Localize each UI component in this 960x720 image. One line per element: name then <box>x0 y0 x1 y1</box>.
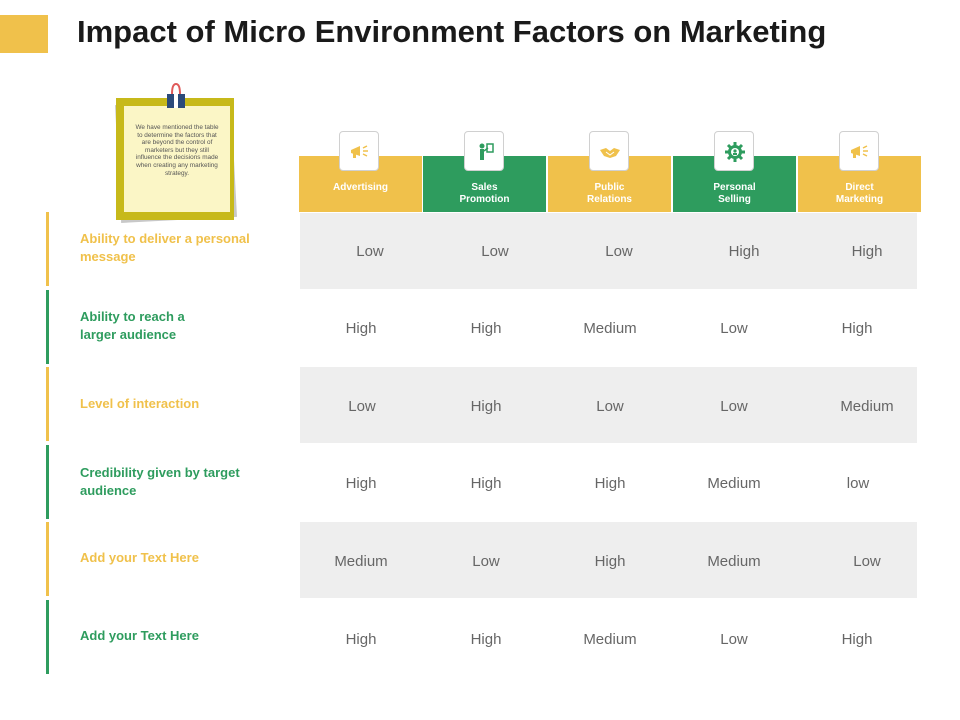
table-cell: Medium <box>583 631 637 648</box>
column-label-line2: Selling <box>718 194 751 205</box>
table-cell: Low <box>605 243 633 260</box>
row-accent-bar <box>46 212 49 286</box>
table-cell: Low <box>720 320 748 337</box>
row-label-line2: message <box>80 249 136 264</box>
row-label-text-2: Add your Text Here <box>46 600 286 674</box>
column-label-line1: Sales <box>471 182 498 193</box>
table-cell: Low <box>596 398 624 415</box>
column-label-line1: Direct <box>845 182 874 193</box>
table-cell: Low <box>356 243 384 260</box>
table-cell: Medium <box>707 475 761 492</box>
row-label-line1: Level of interaction <box>80 396 200 411</box>
table-cell: High <box>470 398 502 415</box>
table-cell: High <box>470 631 502 648</box>
row-accent-bar <box>46 600 49 674</box>
binder-clip-icon <box>167 82 185 108</box>
title-accent-bar <box>0 15 48 53</box>
table-row: Low High Low Low Medium <box>300 367 917 443</box>
table-cell: Medium <box>334 553 388 570</box>
note-text: We have mentioned the table to determine… <box>135 124 219 177</box>
row-label-line1: Ability to reach a <box>80 309 185 324</box>
row-label-line2: audience <box>80 483 137 498</box>
table-cell: High <box>594 553 626 570</box>
page-title: Impact of Micro Environment Factors on M… <box>77 14 827 49</box>
table-cell: High <box>728 243 760 260</box>
table-cell: High <box>594 475 626 492</box>
row-label-line1: Ability to deliver a personal <box>80 231 250 246</box>
table-cell: High <box>345 631 377 648</box>
note-paper <box>124 106 230 212</box>
table-cell: High <box>841 320 873 337</box>
gear-person-icon <box>714 131 754 171</box>
table-cell: High <box>841 631 873 648</box>
column-label-line1: Advertising <box>332 182 388 193</box>
column-label-line1: Personal <box>713 182 756 193</box>
row-label-interaction: Level of interaction <box>46 367 286 441</box>
sticky-note: We have mentioned the table to determine… <box>112 82 238 224</box>
table-cell: Low <box>472 553 500 570</box>
row-label-line1: Credibility given by target <box>80 465 240 480</box>
row-label-line1: Add your Text Here <box>80 628 199 643</box>
table-cell: High <box>470 475 502 492</box>
table-cell: Medium <box>840 398 894 415</box>
table-row: High High Medium Low High <box>300 290 917 366</box>
table-row: Low Low Low High High <box>300 213 917 289</box>
table-cell: Low <box>853 553 881 570</box>
table-cell: Medium <box>707 553 761 570</box>
table-cell: High <box>345 320 377 337</box>
row-label-line2: larger audience <box>80 327 177 342</box>
table-cell: low <box>846 475 870 492</box>
megaphone-icon <box>339 131 379 171</box>
row-accent-bar <box>46 522 49 596</box>
table-cell: Low <box>720 631 748 648</box>
row-label-text-1: Add your Text Here <box>46 522 286 596</box>
megaphone-icon <box>839 131 879 171</box>
table-cell: High <box>851 243 883 260</box>
row-label-line1: Add your Text Here <box>80 550 199 565</box>
table-cell: Low <box>720 398 748 415</box>
table-row: High High High Medium low <box>300 445 917 521</box>
column-label-line2: Relations <box>586 194 632 205</box>
table-cell: High <box>345 475 377 492</box>
table-cell: Low <box>348 398 376 415</box>
row-accent-bar <box>46 367 49 441</box>
row-label-personal-message: Ability to deliver a personal message <box>46 212 286 286</box>
row-label-credibility: Credibility given by target audience <box>46 445 286 519</box>
table-cell: Medium <box>583 320 637 337</box>
table-cell: High <box>470 320 502 337</box>
table-row: High High Medium Low High <box>300 600 917 676</box>
handshake-icon <box>589 131 629 171</box>
row-accent-bar <box>46 445 49 519</box>
table-cell: Low <box>481 243 509 260</box>
column-label-line2: Promotion <box>459 194 510 205</box>
table-row: Medium Low High Medium Low <box>300 522 917 598</box>
row-accent-bar <box>46 290 49 364</box>
column-label-line1: Public <box>594 182 625 193</box>
row-label-larger-audience: Ability to reach a larger audience <box>46 290 286 364</box>
presenter-icon <box>464 131 504 171</box>
column-label-line2: Marketing <box>835 194 884 205</box>
